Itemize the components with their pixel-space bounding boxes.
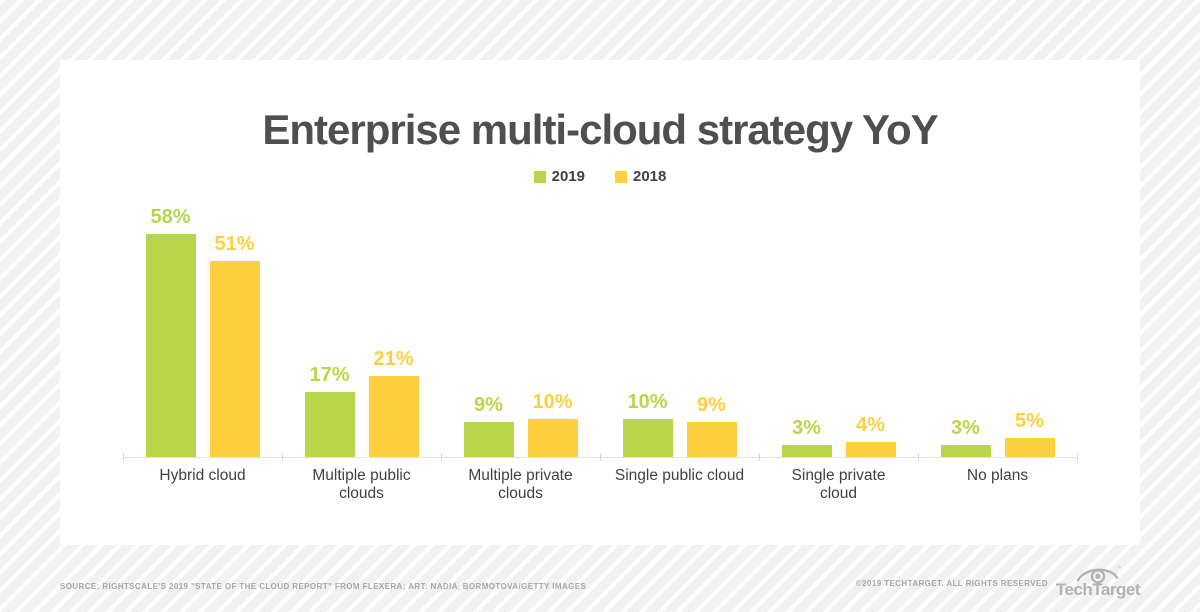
- footer-right: ©2019 TECHTARGET. ALL RIGHTS RESERVED ™ …: [855, 564, 1141, 600]
- bar-column-2019-multiple-public-clouds: 17%: [304, 364, 355, 457]
- logo-trademark-glyph: ™: [1117, 566, 1121, 572]
- bar-2018-no-plans: [1004, 438, 1055, 457]
- chart-category-labels: Hybrid cloud Multiple public clouds Multip…: [123, 467, 1077, 503]
- techtarget-logo-text: TechTarget: [1055, 580, 1141, 600]
- bar-2019-hybrid-cloud: [145, 234, 196, 457]
- bar-column-2018-hybrid-cloud: 51%: [209, 233, 260, 457]
- category-label-single-private-cloud: Single private cloud: [791, 467, 886, 502]
- chart-group-no-plans: 3% 5%: [918, 206, 1078, 461]
- category-label-single-public-cloud: Single public cloud: [614, 467, 745, 484]
- bar-2019-multiple-public-clouds: [304, 392, 355, 457]
- footer: SOURCE: RIGHTSCALE'S 2019 "STATE OF THE …: [60, 564, 1141, 600]
- legend-swatch-2019-icon: [533, 170, 546, 183]
- bar-column-2019-hybrid-cloud: 58%: [145, 206, 196, 457]
- bar-value-label: 5%: [1015, 410, 1044, 432]
- bar-column-2018-single-private-cloud: 4%: [845, 414, 896, 457]
- legend-item-2019: 2019: [533, 168, 585, 185]
- bar-column-2019-no-plans: 3%: [940, 417, 991, 457]
- chart-group-multiple-private-clouds: 9% 10%: [441, 206, 601, 461]
- bar-column-2018-no-plans: 5%: [1004, 410, 1055, 457]
- category-label-no-plans: No plans: [966, 467, 1029, 484]
- bar-value-label: 3%: [951, 417, 980, 439]
- bar-value-label: 9%: [474, 394, 503, 416]
- bar-value-label: 17%: [309, 364, 350, 386]
- category-label-multiple-public-clouds: Multiple public clouds: [312, 467, 411, 502]
- bar-2019-no-plans: [940, 445, 991, 457]
- bar-value-label: 10%: [627, 391, 668, 413]
- category-label-multiple-private-clouds: Multiple private clouds: [468, 467, 573, 502]
- bar-value-label: 9%: [697, 394, 726, 416]
- bar-2018-hybrid-cloud: [209, 261, 260, 457]
- bar-2018-single-public-cloud: [686, 422, 737, 457]
- source-credit: SOURCE: RIGHTSCALE'S 2019 "STATE OF THE …: [60, 582, 587, 591]
- bar-chart: 58% 51% 17% 21% 9% 10% 10% 9% 3% 4% 3% 5% Hybrid cl…: [123, 206, 1078, 503]
- bar-column-2018-multiple-private-clouds: 10%: [527, 391, 578, 457]
- bar-column-2018-single-public-cloud: 9%: [686, 394, 737, 457]
- chart-legend: 2019 2018: [60, 168, 1140, 185]
- chart-group-single-private-cloud: 3% 4%: [759, 206, 919, 461]
- bar-value-label: 4%: [856, 414, 885, 436]
- bar-value-label: 58%: [150, 206, 191, 228]
- legend-swatch-2018-icon: [615, 170, 627, 183]
- legend-label-2018: 2018: [633, 168, 667, 185]
- chart-card: Enterprise multi-cloud strategy YoY 2019…: [60, 60, 1140, 545]
- chart-title: Enterprise multi-cloud strategy YoY: [262, 106, 938, 153]
- chart-group-hybrid-cloud: 58% 51%: [123, 206, 283, 461]
- bar-2018-multiple-public-clouds: [368, 376, 419, 457]
- bar-column-2019-single-public-cloud: 10%: [622, 391, 673, 457]
- techtarget-eye-icon: ™: [1076, 566, 1121, 584]
- bar-value-label: 3%: [792, 417, 821, 439]
- bar-2018-single-private-cloud: [845, 442, 896, 457]
- chart-group-single-public-cloud: 10% 9%: [600, 206, 760, 461]
- bar-value-label: 10%: [532, 391, 573, 413]
- bar-value-label: 51%: [214, 233, 255, 255]
- bar-column-2019-single-private-cloud: 3%: [781, 417, 832, 457]
- copyright-text: ©2019 TECHTARGET. ALL RIGHTS RESERVED: [855, 579, 1048, 588]
- techtarget-logo: ™ TechTarget: [1055, 564, 1141, 600]
- legend-item-2018: 2018: [615, 168, 666, 185]
- bar-2019-multiple-private-clouds: [463, 422, 514, 457]
- bar-2018-multiple-private-clouds: [527, 419, 578, 457]
- bar-2019-single-public-cloud: [622, 419, 673, 457]
- chart-group-multiple-public-clouds: 17% 21%: [282, 206, 442, 461]
- bar-column-2018-multiple-public-clouds: 21%: [368, 348, 419, 457]
- legend-label-2019: 2019: [551, 168, 585, 185]
- category-label-hybrid-cloud: Hybrid cloud: [159, 467, 246, 484]
- bar-2019-single-private-cloud: [781, 445, 832, 457]
- chart-plot-area: 58% 51% 17% 21% 9% 10% 10% 9% 3% 4% 3% 5%: [123, 206, 1078, 461]
- bar-column-2019-multiple-private-clouds: 9%: [463, 394, 514, 457]
- bar-value-label: 21%: [373, 348, 414, 370]
